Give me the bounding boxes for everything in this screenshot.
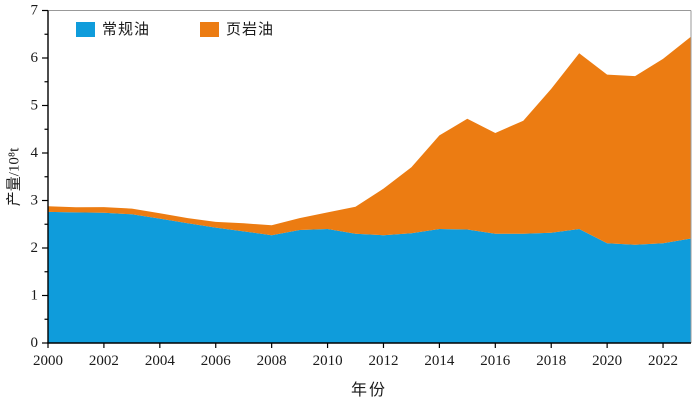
chart-legend: 常规油 页岩油 [76, 22, 274, 37]
tick-label: 2004 [145, 353, 176, 369]
tick-label: 7 [31, 2, 39, 18]
tick-label: 2 [31, 240, 39, 256]
tick-label: 2014 [424, 353, 455, 369]
area-series-1 [48, 36, 691, 245]
tick-label: 2016 [480, 353, 511, 369]
tick-label: 0 [31, 335, 39, 351]
area-series-0 [48, 211, 691, 343]
tick-label: 2018 [536, 353, 566, 369]
tick-label: 1 [31, 287, 39, 303]
tick-label: 2002 [89, 353, 119, 369]
legend-label-conventional-oil: 常规油 [102, 21, 151, 38]
tick-label: 2012 [368, 353, 398, 369]
tick-label: 2008 [257, 353, 287, 369]
legend-item-shale-oil: 页岩油 [200, 22, 274, 37]
legend-swatch-shale-oil [200, 22, 220, 37]
area-series-group [48, 36, 691, 343]
tick-label: 6 [31, 50, 39, 66]
tick-label: 2022 [648, 353, 678, 369]
legend-item-conventional-oil: 常规油 [76, 22, 150, 37]
tick-label: 2000 [33, 353, 63, 369]
tick-label: 4 [31, 145, 39, 161]
tick-label: 2020 [592, 353, 622, 369]
tick-label: 3 [31, 192, 39, 208]
axis-ticks-group: 0 1 2 3 4 5 6 7 2000 2002 2004 2006 2008 2010 2012 2014… [31, 2, 679, 369]
x-axis-title: 年份 [350, 382, 388, 399]
legend-swatch-conventional-oil [76, 22, 95, 37]
y-axis-title: 产量/10⁸t [6, 147, 23, 207]
legend-label-shale-oil: 页岩油 [226, 21, 275, 38]
tick-label: 2010 [313, 353, 343, 369]
axis-spines-group [47, 10, 692, 344]
tick-label: 2006 [201, 353, 232, 369]
tick-label: 5 [31, 97, 39, 113]
